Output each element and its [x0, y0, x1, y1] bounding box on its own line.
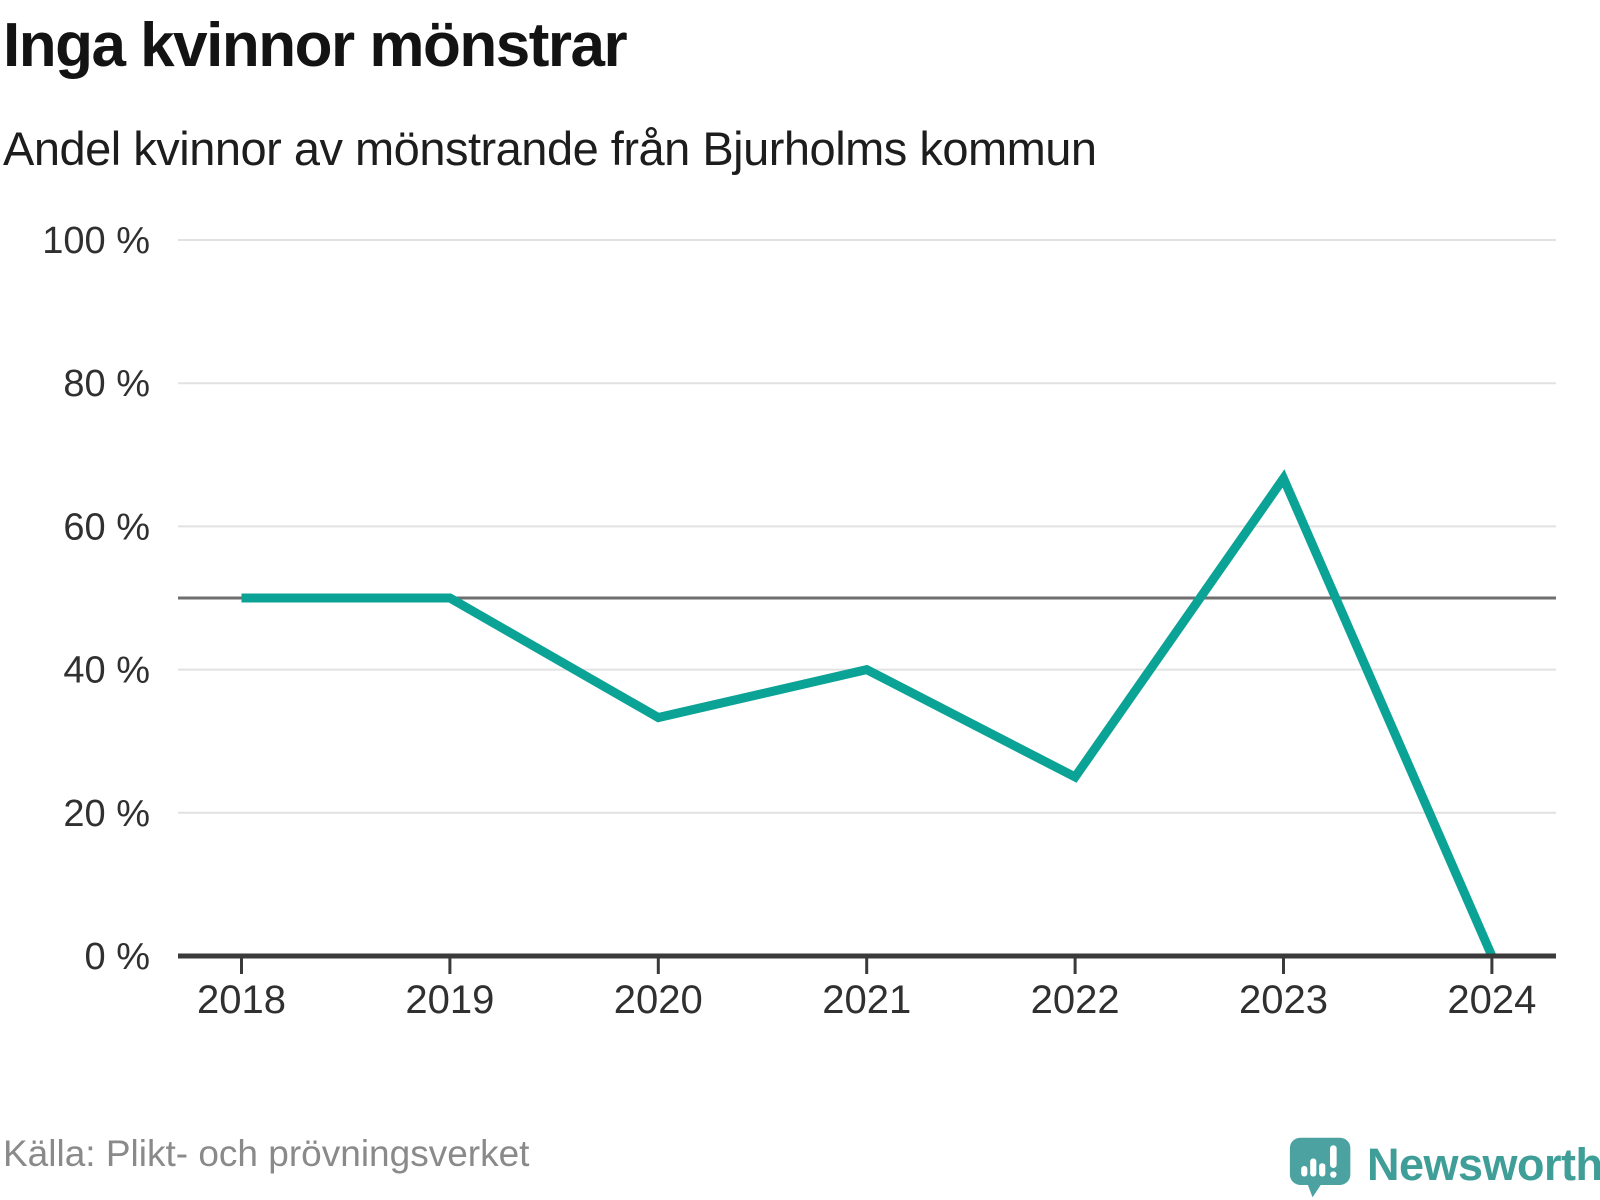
chart-subtitle: Andel kvinnor av mönstrande från Bjurhol…: [3, 122, 1097, 175]
y-tick-label: 60 %: [63, 506, 150, 548]
newsworthy-bubble-chart-icon: [1289, 1137, 1351, 1198]
x-tick-label: 2020: [614, 978, 703, 1022]
x-tick-label: 2024: [1447, 978, 1536, 1022]
data-line: [241, 469, 1497, 958]
y-tick-label: 100 %: [42, 220, 150, 262]
page-title: Inga kvinnor mönstrar: [3, 11, 628, 80]
y-tick-label: 40 %: [63, 650, 150, 692]
newsworthy-logo: Newsworthy: [1288, 1134, 1600, 1200]
x-tick-label: 2021: [822, 978, 911, 1022]
y-tick-label: 20 %: [63, 793, 150, 835]
y-tick-label: 0 %: [85, 936, 150, 978]
x-tick-label: 2019: [405, 978, 494, 1022]
newsworthy-wordmark: Newsworthy: [1367, 1139, 1600, 1190]
x-tick-label: 2018: [197, 978, 286, 1022]
source-note: Källa: Plikt- och prövningsverket: [3, 1133, 530, 1174]
x-tick-label: 2022: [1031, 978, 1120, 1022]
x-tick-label: 2023: [1239, 978, 1328, 1022]
y-tick-label: 80 %: [63, 363, 150, 405]
